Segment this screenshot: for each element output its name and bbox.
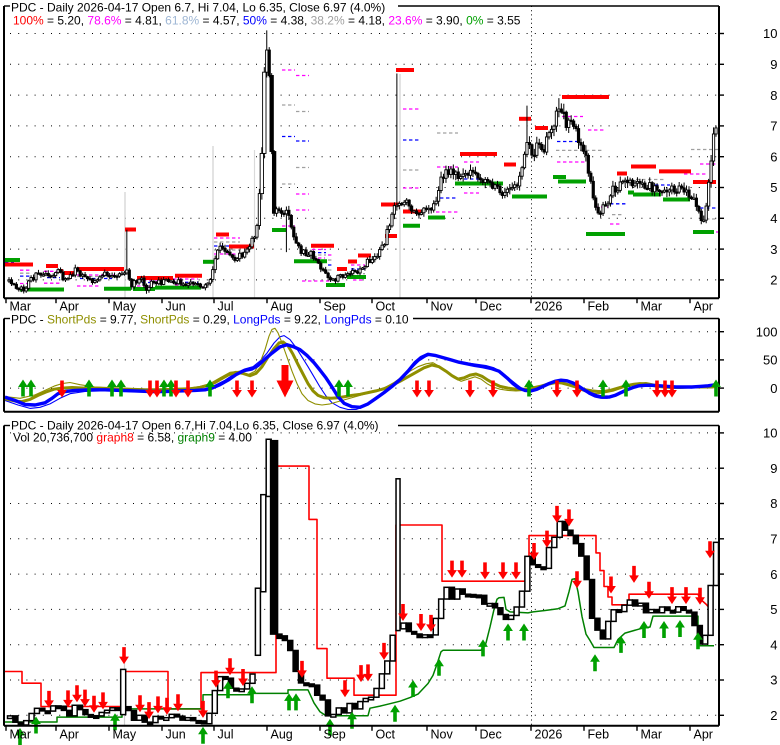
svg-text:4: 4: [770, 637, 777, 652]
svg-text:2: 2: [770, 273, 777, 288]
svg-text:Mar: Mar: [641, 300, 663, 314]
svg-text:Jul: Jul: [218, 300, 234, 314]
svg-text:Mar: Mar: [641, 727, 663, 741]
svg-text:100: 100: [756, 324, 778, 339]
svg-text:6: 6: [770, 149, 777, 164]
svg-text:Aug: Aug: [271, 727, 293, 741]
svg-text:Jun: Jun: [166, 300, 186, 314]
svg-text:5: 5: [770, 602, 777, 617]
svg-text:Jul: Jul: [218, 727, 234, 741]
svg-text:2026: 2026: [535, 300, 563, 314]
svg-text:Vol 20,736,700 graph8 = 6.58,: Vol 20,736,700 graph8 = 6.58, graph9 = 4…: [13, 431, 252, 445]
svg-text:9: 9: [770, 461, 777, 476]
svg-text:PDC - Daily 2026-04-17 Open 6.: PDC - Daily 2026-04-17 Open 6.7, Hi 7.04…: [11, 1, 385, 15]
svg-text:Apr: Apr: [60, 727, 79, 741]
svg-text:Apr: Apr: [60, 300, 79, 314]
svg-text:PDC - Daily 2026-04-17 Open 6.: PDC - Daily 2026-04-17 Open 6.7,Hi 7.04,…: [11, 419, 379, 433]
svg-text:3: 3: [770, 673, 777, 688]
svg-text:Sep: Sep: [324, 727, 346, 741]
svg-text:Jun: Jun: [166, 727, 186, 741]
svg-text:5: 5: [770, 180, 777, 195]
svg-text:Feb: Feb: [588, 300, 610, 314]
svg-text:3: 3: [770, 242, 777, 257]
svg-text:8: 8: [770, 496, 777, 511]
svg-text:May: May: [113, 300, 137, 314]
svg-text:10: 10: [763, 26, 777, 41]
svg-text:Feb: Feb: [588, 727, 610, 741]
svg-text:0: 0: [770, 381, 777, 396]
svg-text:Nov: Nov: [431, 727, 454, 741]
svg-text:2: 2: [770, 708, 777, 723]
svg-text:2026: 2026: [535, 727, 563, 741]
svg-text:Dec: Dec: [480, 300, 502, 314]
svg-text:7: 7: [770, 532, 777, 547]
svg-text:Mar: Mar: [10, 727, 32, 741]
svg-text:100% = 5.20, 78.6% = 4.81, 61.: 100% = 5.20, 78.6% = 4.81, 61.8% = 4.57,…: [13, 14, 521, 28]
svg-text:Nov: Nov: [431, 300, 454, 314]
svg-text:50: 50: [763, 353, 777, 368]
svg-text:PDC - ShortPds = 9.77, ShortPd: PDC - ShortPds = 9.77, ShortPds = 0.29, …: [11, 313, 409, 327]
svg-text:Oct: Oct: [376, 300, 396, 314]
svg-text:10: 10: [763, 426, 777, 441]
svg-text:6: 6: [770, 567, 777, 582]
svg-text:4: 4: [770, 211, 777, 226]
svg-text:Apr: Apr: [694, 727, 713, 741]
svg-text:May: May: [113, 727, 137, 741]
svg-text:Aug: Aug: [271, 300, 293, 314]
svg-text:Apr: Apr: [694, 300, 713, 314]
svg-text:7: 7: [770, 119, 777, 134]
svg-text:Sep: Sep: [324, 300, 346, 314]
svg-text:Dec: Dec: [480, 727, 502, 741]
svg-text:Mar: Mar: [10, 300, 32, 314]
svg-text:8: 8: [770, 88, 777, 103]
svg-text:Oct: Oct: [376, 727, 396, 741]
svg-text:9: 9: [770, 57, 777, 72]
